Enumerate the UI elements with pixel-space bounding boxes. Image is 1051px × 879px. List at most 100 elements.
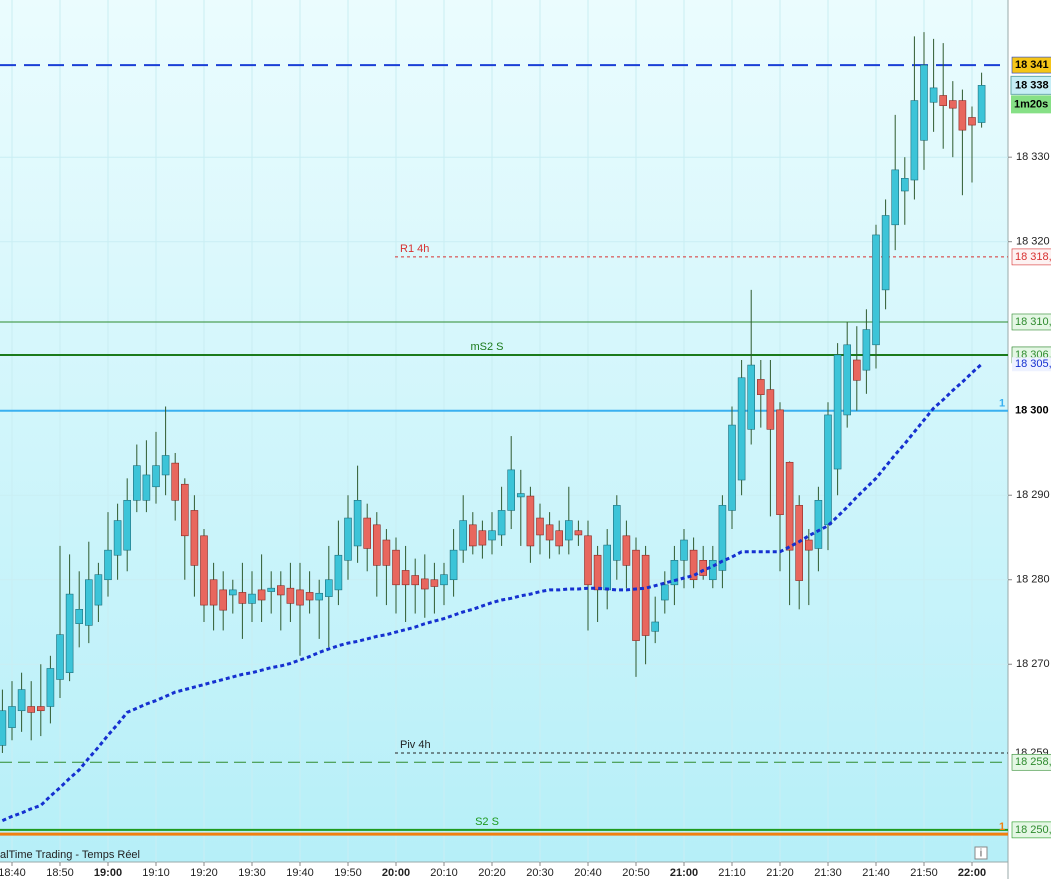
x-tick-label: 20:10 bbox=[430, 867, 458, 879]
y-tick-label: 18 290 bbox=[1016, 489, 1050, 501]
x-tick-label: 20:40 bbox=[574, 867, 602, 879]
level-tag-label: 18 300 bbox=[1015, 405, 1049, 417]
level-tag bbox=[1012, 402, 1051, 419]
x-tick-label: 20:30 bbox=[526, 867, 554, 879]
candle-body bbox=[852, 359, 861, 381]
level-tag-label: 18 341 bbox=[1015, 59, 1049, 71]
candle-body bbox=[344, 517, 352, 561]
timer-label: 1m20s bbox=[1014, 98, 1048, 110]
candle-body bbox=[747, 364, 756, 430]
candle-body bbox=[75, 609, 83, 624]
candle-body bbox=[190, 510, 199, 566]
candle-body bbox=[8, 706, 16, 728]
candle-body bbox=[324, 579, 333, 597]
candle-body bbox=[430, 579, 439, 587]
candle-body bbox=[161, 455, 170, 476]
candle-body bbox=[929, 87, 938, 103]
candle-body bbox=[401, 570, 410, 586]
candle-body bbox=[392, 549, 400, 586]
price-tag-label: 18 338 bbox=[1015, 79, 1049, 91]
candle-body bbox=[584, 535, 592, 586]
x-tick-label: 18:50 bbox=[46, 867, 74, 879]
info-icon-text[interactable]: i bbox=[980, 847, 982, 859]
candle-body bbox=[411, 575, 420, 586]
level-tag bbox=[1011, 56, 1051, 74]
candle-body bbox=[737, 377, 746, 481]
candle-body bbox=[776, 409, 784, 515]
candle-body bbox=[46, 668, 55, 707]
candle-body bbox=[766, 389, 775, 430]
y-tick-label: 18 270 bbox=[1016, 658, 1050, 670]
candle-body bbox=[958, 100, 967, 131]
candle-body bbox=[948, 100, 957, 109]
candle-body bbox=[94, 574, 103, 606]
x-tick-label: 21:50 bbox=[910, 867, 938, 879]
candle-body bbox=[824, 414, 832, 526]
x-tick-label: 19:20 bbox=[190, 867, 218, 879]
candle-body bbox=[123, 499, 131, 551]
level-tag bbox=[1011, 248, 1051, 266]
x-tick-label: 20:00 bbox=[382, 867, 410, 879]
candle-body bbox=[315, 592, 324, 601]
level-tag-label: 18 310, bbox=[1015, 316, 1051, 328]
candle-body bbox=[248, 593, 256, 604]
x-tick-label: 18:40 bbox=[0, 867, 26, 879]
candle-body bbox=[516, 493, 525, 498]
candle-body bbox=[478, 530, 487, 546]
candle-body bbox=[555, 530, 564, 547]
candle-body bbox=[891, 169, 900, 226]
level-tag-label: 18 250, bbox=[1015, 824, 1051, 836]
candle-body bbox=[593, 554, 602, 591]
x-tick-label: 20:50 bbox=[622, 867, 650, 879]
x-tick-label: 19:50 bbox=[334, 867, 362, 879]
candle-body bbox=[564, 520, 573, 541]
candle-body bbox=[699, 559, 708, 576]
level-name: R1 4h bbox=[400, 243, 429, 255]
level-tag bbox=[1011, 313, 1051, 331]
y-tick-label: 18 280 bbox=[1016, 574, 1050, 586]
x-tick-label: 22:00 bbox=[958, 867, 986, 879]
info-icon[interactable] bbox=[974, 846, 988, 860]
level-tag bbox=[1011, 753, 1051, 771]
level-tag bbox=[1011, 821, 1051, 839]
candle-body bbox=[612, 505, 621, 561]
candle-body bbox=[267, 587, 276, 592]
level-name: mS2 S bbox=[470, 341, 503, 353]
candle-body bbox=[622, 535, 631, 566]
candle-body bbox=[728, 424, 736, 511]
candle-body bbox=[689, 549, 698, 581]
x-tick-label: 20:20 bbox=[478, 867, 506, 879]
candle-body bbox=[939, 95, 948, 106]
ma-tag-label: 18 305, bbox=[1015, 358, 1051, 370]
candle-body bbox=[468, 524, 477, 547]
candle-body bbox=[881, 215, 890, 291]
x-tick-label: 19:10 bbox=[142, 867, 170, 879]
candle-body bbox=[113, 520, 122, 556]
x-tick-label: 21:00 bbox=[670, 867, 698, 879]
candle-body bbox=[910, 100, 919, 181]
candle-body bbox=[171, 462, 179, 501]
candle-body bbox=[756, 379, 765, 395]
candle-body bbox=[440, 574, 448, 586]
candle-body bbox=[497, 510, 506, 536]
candle-body bbox=[641, 554, 650, 636]
candle-body bbox=[660, 584, 669, 601]
candle-body bbox=[632, 549, 640, 641]
candle-body bbox=[507, 469, 516, 511]
level-name: S2 S bbox=[475, 816, 499, 828]
candle-body bbox=[65, 593, 74, 673]
x-tick-label: 21:10 bbox=[718, 867, 746, 879]
candle-body bbox=[219, 589, 227, 611]
x-tick-label: 19:00 bbox=[94, 867, 122, 879]
candle-body bbox=[900, 178, 909, 192]
candle-body bbox=[708, 559, 717, 581]
candle-body bbox=[680, 539, 688, 561]
x-tick-label: 21:30 bbox=[814, 867, 842, 879]
candle-body bbox=[286, 587, 295, 604]
candle-body bbox=[488, 530, 496, 541]
candle-body bbox=[372, 524, 381, 566]
candle-body bbox=[382, 539, 391, 566]
candle-body bbox=[651, 621, 660, 632]
price-axis bbox=[1008, 0, 1051, 879]
candle-body bbox=[56, 634, 64, 680]
